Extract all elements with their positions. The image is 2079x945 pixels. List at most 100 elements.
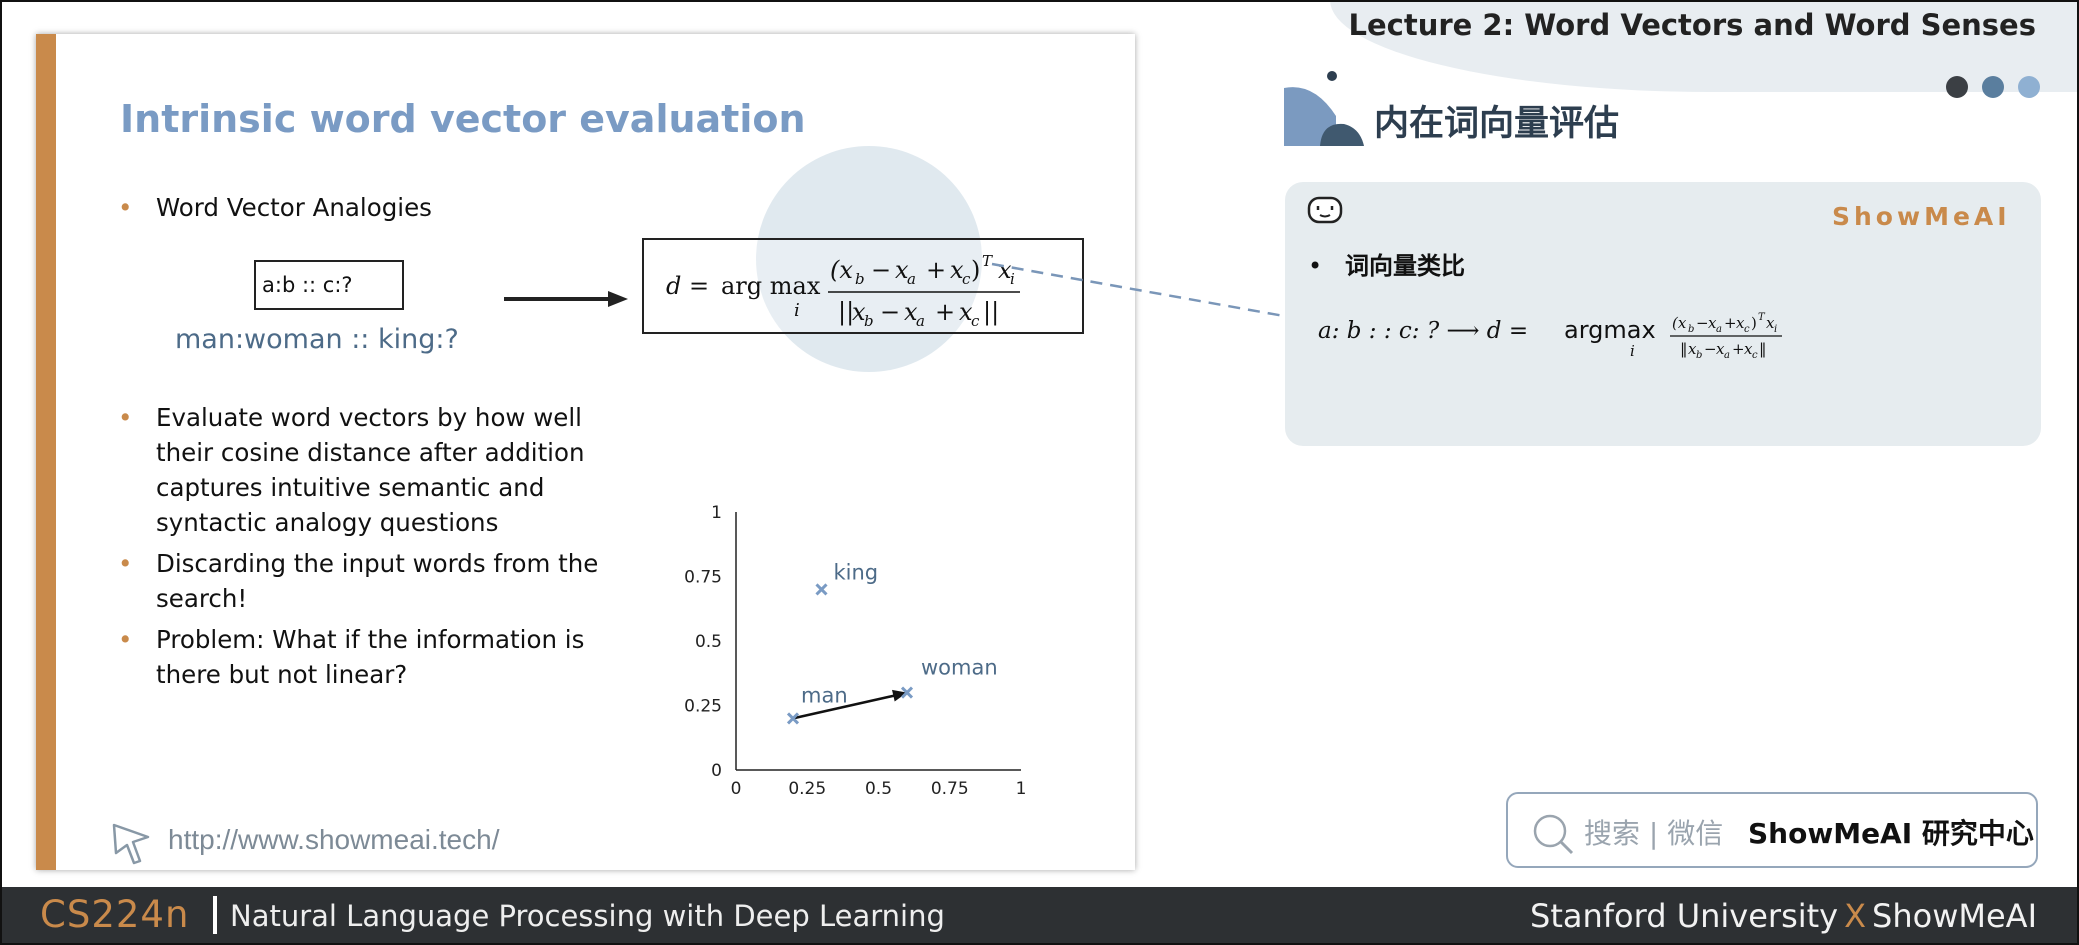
- robot-icon: [1307, 196, 1343, 224]
- dot-1: [1946, 76, 1968, 98]
- footer-x: X: [1844, 897, 1867, 935]
- svg-text:x: x: [950, 256, 964, 284]
- dot-3: [2018, 76, 2040, 98]
- svg-text:x: x: [1716, 340, 1725, 358]
- footer-bar: CS224n Natural Language Processing with …: [0, 887, 2079, 945]
- y-tick-label: 0.75: [684, 568, 722, 588]
- svg-text:a: a: [916, 312, 925, 330]
- svg-text:c: c: [962, 270, 971, 288]
- svg-text:a: a: [1716, 324, 1722, 335]
- dot-2: [1982, 76, 2004, 98]
- x-tick-label: 0: [731, 779, 742, 799]
- svg-text:+: +: [1724, 314, 1737, 332]
- lecture-title: Lecture 2: Word Vectors and Word Senses: [1348, 8, 2036, 42]
- formula-argmax: argmax: [1564, 316, 1656, 344]
- analogy-arrow-line: [792, 692, 902, 720]
- right-arrow-icon: [504, 291, 628, 307]
- slide: Intrinsic word vector evaluation • Word …: [36, 34, 1135, 870]
- formula-box: d = arg max i (x b − x a + x c ) T x i |…: [642, 238, 1084, 334]
- bullet-mark: •: [118, 625, 133, 654]
- svg-text:−: −: [880, 298, 900, 326]
- svg-text:arg max: arg max: [721, 272, 821, 300]
- x-tick-label: 0.75: [931, 779, 969, 799]
- svg-text:c: c: [971, 312, 980, 330]
- search-box[interactable]: 搜索 | 微信 ShowMeAI 研究中心: [1506, 792, 2038, 868]
- footer-orgs: Stanford University X ShowMeAI: [1530, 897, 2037, 935]
- slide-accent-bar: [36, 34, 56, 870]
- svg-text:x: x: [895, 256, 909, 284]
- card-bullet: • 词向量类比: [1308, 252, 1466, 280]
- search-placeholder: 搜索 | 微信: [1584, 817, 1724, 850]
- svg-text:x: x: [852, 298, 866, 326]
- website-link[interactable]: http://www.showmeai.tech/: [168, 824, 500, 855]
- svg-text:): ): [971, 256, 980, 284]
- svg-text:−: −: [1696, 314, 1709, 332]
- point-marker-man: [786, 712, 800, 725]
- bullet-text: Evaluate word vectors by how well their …: [156, 403, 585, 537]
- point-label-king: king: [834, 560, 879, 584]
- svg-text:i: i: [1774, 324, 1777, 335]
- search-brand: ShowMeAI 研究中心: [1748, 817, 2034, 850]
- y-tick-label: 1: [711, 503, 722, 523]
- note-card: [1285, 182, 2041, 446]
- svg-text:a: a: [1724, 350, 1730, 361]
- svg-text:i: i: [794, 300, 800, 321]
- svg-text:−: −: [1704, 340, 1717, 358]
- footer-divider: [213, 896, 217, 934]
- svg-text:c: c: [1752, 350, 1758, 361]
- svg-text:i: i: [1010, 270, 1015, 288]
- point-label-woman: woman: [921, 656, 998, 680]
- card-bullet-text: 词向量类比: [1345, 252, 1466, 280]
- y-tick-label: 0: [711, 761, 722, 781]
- svg-text:b: b: [864, 312, 874, 330]
- svg-text:): ): [1751, 314, 1757, 332]
- svg-text:T: T: [1758, 312, 1766, 323]
- svg-text:a: a: [907, 270, 916, 288]
- section-decor-icon: [1284, 71, 1364, 146]
- brand-label: ShowMeAI: [1832, 202, 2011, 231]
- bullet-text: Problem: What if the information is ther…: [156, 625, 585, 689]
- bullet-mark: •: [118, 403, 133, 432]
- bullet-text: Discarding the input words from the sear…: [156, 549, 599, 613]
- svg-text:c: c: [1744, 324, 1750, 335]
- svg-text:+: +: [926, 256, 946, 284]
- svg-text:||: ||: [838, 298, 854, 327]
- svg-text:b: b: [855, 270, 865, 288]
- bullet-evaluate: • Evaluate word vectors by how well thei…: [118, 400, 588, 540]
- formula-lhs: a: b : : c: ? ⟶ d =: [1318, 318, 1528, 344]
- svg-text:x: x: [959, 298, 973, 326]
- bullet-text: Word Vector Analogies: [156, 193, 432, 222]
- svg-text:x: x: [1766, 314, 1775, 332]
- svg-text:+: +: [935, 298, 955, 326]
- formula-sub: i: [1630, 342, 1635, 360]
- y-tick-label: 0.5: [695, 632, 722, 652]
- svg-text:x: x: [1736, 314, 1745, 332]
- x-tick-label: 1: [1016, 779, 1027, 799]
- bullet-discarding: • Discarding the input words from the se…: [118, 546, 618, 616]
- analogy-example: man:woman :: king:?: [175, 324, 459, 355]
- analogy-scatter-chart: 0 0.25 0.5 0.75 1 0 0.25 0.5 0.75 1 king man woman: [684, 503, 1027, 799]
- svg-text:x: x: [1708, 314, 1717, 332]
- analogy-box: a:b :: c:?: [254, 260, 404, 310]
- highlight-halo: [756, 146, 982, 372]
- card-formula: a: b : : c: ? ⟶ d = argmax i (x b − x a …: [1318, 312, 1782, 361]
- course-code: CS224n: [40, 893, 190, 936]
- svg-text:‖: ‖: [1759, 340, 1767, 358]
- footer-right-org: ShowMeAI: [1872, 897, 2037, 935]
- bullet-mark: •: [118, 193, 133, 222]
- x-tick-label: 0.5: [865, 779, 892, 799]
- svg-text:b: b: [1696, 350, 1702, 361]
- bullet-analogies: • Word Vector Analogies: [118, 190, 718, 225]
- svg-text:(x: (x: [1672, 314, 1687, 332]
- slide-title: Intrinsic word vector evaluation: [120, 97, 806, 141]
- svg-text:‖: ‖: [1680, 340, 1688, 358]
- svg-text:x: x: [1688, 340, 1697, 358]
- svg-text:x: x: [904, 298, 918, 326]
- x-tick-label: 0.25: [788, 779, 826, 799]
- point-marker-woman: [900, 686, 914, 699]
- bullet-problem: • Problem: What if the information is th…: [118, 622, 618, 692]
- analogy-arrow-head: [892, 689, 907, 702]
- svg-text:=: =: [689, 272, 709, 300]
- footer-left-org: Stanford University: [1530, 897, 1839, 935]
- bullet-mark: •: [118, 549, 133, 578]
